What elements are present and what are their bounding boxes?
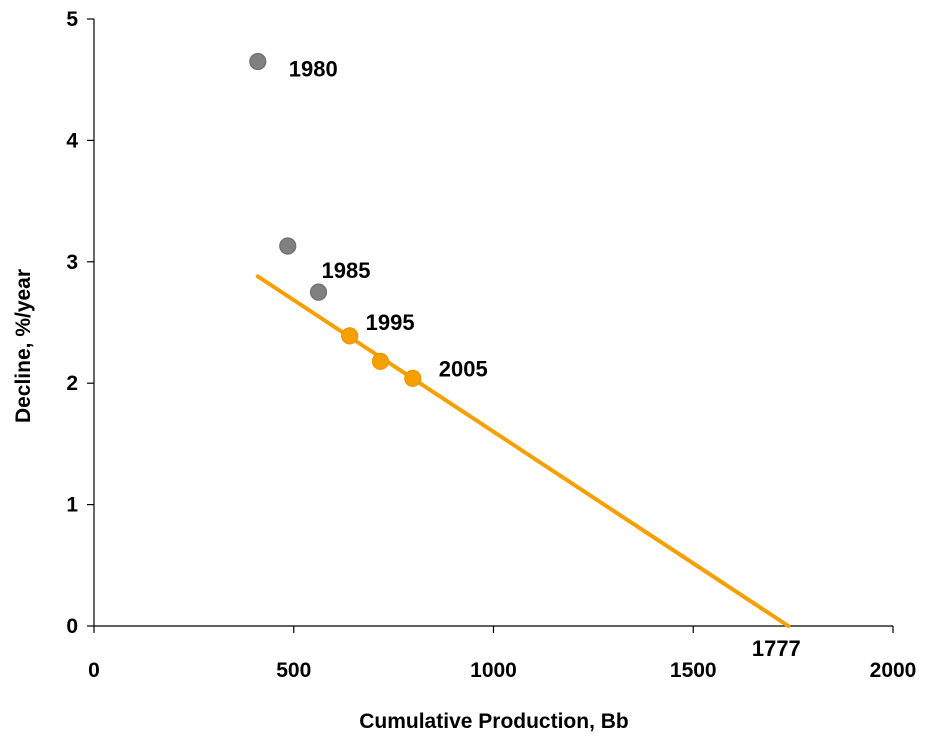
orange-data-point <box>341 327 359 345</box>
trendline-layer <box>255 274 791 628</box>
x-tick-label: 1500 <box>670 659 717 682</box>
point-annotation: 1980 <box>289 56 338 81</box>
gray-data-point <box>279 237 297 255</box>
gray-data-point <box>249 52 267 71</box>
gray-data-point <box>309 283 328 301</box>
x-tick-label: 0 <box>88 659 100 682</box>
point-annotation: 1995 <box>366 310 415 335</box>
point-annotation: 2005 <box>439 356 488 381</box>
y-tick-label: 1 <box>66 494 78 517</box>
y-tick-label: 0 <box>66 615 78 638</box>
y-tick-label: 3 <box>66 251 78 274</box>
x-axis-title: Cumulative Production, Bb <box>359 710 629 733</box>
y-tick-label: 2 <box>66 372 78 395</box>
y-tick-label: 4 <box>66 129 78 152</box>
x-tick-label: 1000 <box>470 659 517 682</box>
x-tick-label: 500 <box>276 659 311 682</box>
annotations-layer: 1980 1985 1995 2005 1777 <box>289 56 801 661</box>
orange-data-point <box>404 369 422 387</box>
orange-data-point <box>371 352 390 370</box>
point-annotation: 1985 <box>322 258 371 283</box>
trendline <box>255 274 791 628</box>
y-axis-title: Decline, %/year <box>12 269 35 423</box>
points-layer <box>249 52 422 387</box>
x-tick-label: 2000 <box>870 659 917 682</box>
axes-layer: 0 1 2 3 4 5 0 500 1000 1500 2000 <box>66 8 916 682</box>
point-annotation: 1777 <box>752 636 801 661</box>
y-tick-label: 5 <box>66 8 78 31</box>
